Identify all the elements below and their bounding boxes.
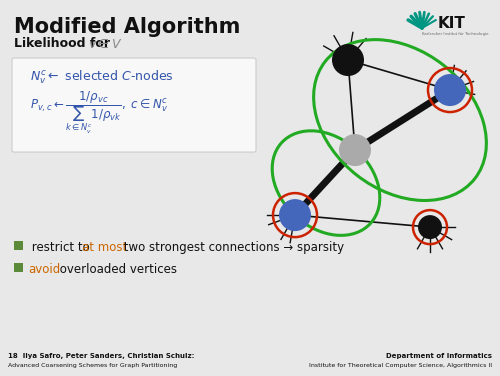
Text: Advanced Coarsening Schemes for Graph Partitioning: Advanced Coarsening Schemes for Graph Pa… <box>8 362 177 368</box>
Text: 18  Ilya Safro, Peter Sanders, Christian Schulz:: 18 Ilya Safro, Peter Sanders, Christian … <box>8 353 194 359</box>
Circle shape <box>418 215 442 239</box>
Circle shape <box>279 199 311 231</box>
Text: Karlsruher Institut für Technologie: Karlsruher Institut für Technologie <box>422 32 488 36</box>
Circle shape <box>434 74 466 106</box>
FancyBboxPatch shape <box>14 241 23 250</box>
Text: Modified Algorithm: Modified Algorithm <box>14 17 240 37</box>
FancyBboxPatch shape <box>14 262 23 271</box>
Circle shape <box>339 134 371 166</box>
Text: overloaded vertices: overloaded vertices <box>56 263 177 276</box>
Text: restrict to: restrict to <box>28 241 94 254</box>
Text: KIT: KIT <box>438 16 466 31</box>
Text: two strongest connections → sparsity: two strongest connections → sparsity <box>120 241 344 254</box>
Text: Likelihood for: Likelihood for <box>14 37 114 50</box>
Text: avoid: avoid <box>28 263 60 276</box>
FancyBboxPatch shape <box>12 58 256 152</box>
Text: $v \in V$: $v \in V$ <box>88 37 122 51</box>
Text: $N_v^c \leftarrow$ selected $C$-nodes: $N_v^c \leftarrow$ selected $C$-nodes <box>30 68 174 85</box>
Text: $P_{v,c} \leftarrow \dfrac{1/\rho_{vc}}{\sum_{k \in N_v^c} 1/\rho_{vk}},\ c \in : $P_{v,c} \leftarrow \dfrac{1/\rho_{vc}}{… <box>30 90 168 136</box>
Text: at most: at most <box>82 241 127 254</box>
Circle shape <box>332 44 364 76</box>
Text: Department of Informatics: Department of Informatics <box>386 353 492 359</box>
Text: Institute for Theoretical Computer Science, Algorithmics II: Institute for Theoretical Computer Scien… <box>309 362 492 368</box>
